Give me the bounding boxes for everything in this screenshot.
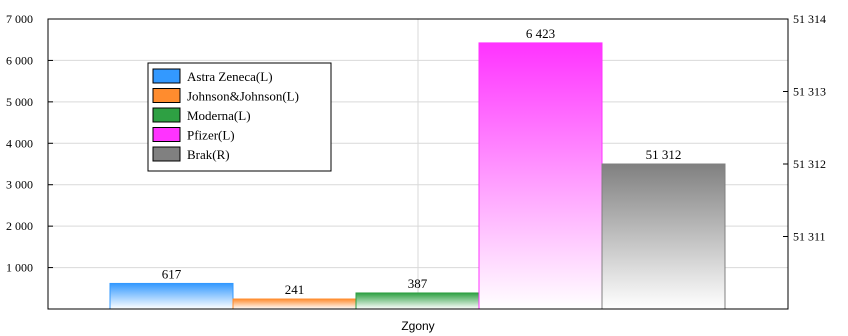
data-labels: 617 241 387 6 423 51 312 [162, 26, 682, 297]
left-tick-label: 6 000 [6, 53, 33, 67]
legend-swatch [152, 146, 181, 162]
left-tick-label: 1 000 [6, 261, 33, 275]
bar-3 [478, 42, 603, 310]
legend: Astra Zeneca(L) Johnson&Johnson(L) Moderna… [147, 62, 332, 172]
bar-2 [355, 292, 480, 310]
legend-label: Brak(R) [187, 147, 230, 162]
legend-label: Moderna(L) [187, 108, 251, 123]
legend-label: Astra Zeneca(L) [187, 69, 273, 84]
legend-swatch [152, 68, 181, 84]
legend-swatch [152, 107, 181, 123]
right-tick-label: 51 313 [793, 85, 826, 99]
legend-swatch [152, 88, 181, 103]
legend-label: Pfizer(L) [187, 128, 235, 143]
left-tick-label: 3 000 [6, 178, 33, 192]
legend-label: Johnson&Johnson(L) [187, 89, 299, 104]
data-label: 6 423 [526, 26, 555, 41]
left-tick-label: 5 000 [6, 95, 33, 109]
bars [109, 42, 726, 310]
right-tick-label: 51 312 [793, 157, 826, 171]
bar-1 [232, 298, 357, 310]
left-tick-label: 4 000 [6, 136, 33, 150]
data-label: 387 [408, 276, 428, 291]
data-label: 51 312 [646, 147, 682, 162]
left-tick-label: 2 000 [6, 219, 33, 233]
bar-0 [109, 282, 234, 310]
data-label: 241 [285, 282, 305, 297]
data-label: 617 [162, 266, 182, 281]
left-tick-label: 7 000 [6, 12, 33, 26]
left-axis: 1 000 2 000 3 000 4 000 5 000 6 000 7 000 [6, 12, 53, 275]
right-tick-label: 51 311 [793, 230, 826, 244]
legend-swatch [152, 127, 181, 142]
right-tick-label: 51 314 [793, 12, 826, 26]
x-axis-label: Zgony [401, 319, 434, 333]
bar-4 [601, 163, 726, 310]
right-axis: 51 311 51 312 51 313 51 314 [783, 12, 826, 244]
